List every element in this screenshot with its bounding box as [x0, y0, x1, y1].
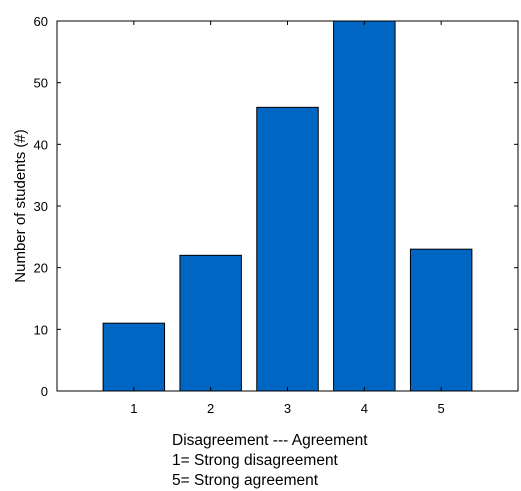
caption-line-5-meaning: 5= Strong agreement: [172, 472, 319, 489]
y-axis-label: Number of students (#): [12, 129, 29, 282]
x-tick-label-3: 3: [284, 401, 291, 416]
caption-line-1-meaning: 1= Strong disagreement: [172, 452, 338, 469]
y-tick-label-0: 0: [41, 384, 48, 399]
x-tick-label-2: 2: [207, 401, 214, 416]
bar-3: [256, 106, 319, 392]
bar-4: [333, 20, 396, 392]
caption: Disagreement --- Agreement 1= Strong dis…: [172, 431, 368, 491]
bar-2: [179, 254, 242, 392]
y-tick-label-20: 20: [34, 261, 48, 276]
y-tick-label-60: 60: [34, 14, 48, 29]
bar-5: [409, 248, 473, 392]
x-tick-label-1: 1: [130, 401, 137, 416]
x-tick-label-5: 5: [438, 401, 445, 416]
bar-1: [102, 322, 166, 392]
caption-line-scale: Disagreement --- Agreement: [172, 432, 368, 449]
y-tick-label-10: 10: [34, 322, 48, 337]
plot-frame: [56, 20, 519, 392]
x-tick-label-4: 4: [361, 401, 368, 416]
bars-group: [102, 20, 473, 392]
y-tick-label-30: 30: [34, 199, 48, 214]
y-tick-label-50: 50: [34, 76, 48, 91]
y-tick-label-40: 40: [34, 137, 48, 152]
